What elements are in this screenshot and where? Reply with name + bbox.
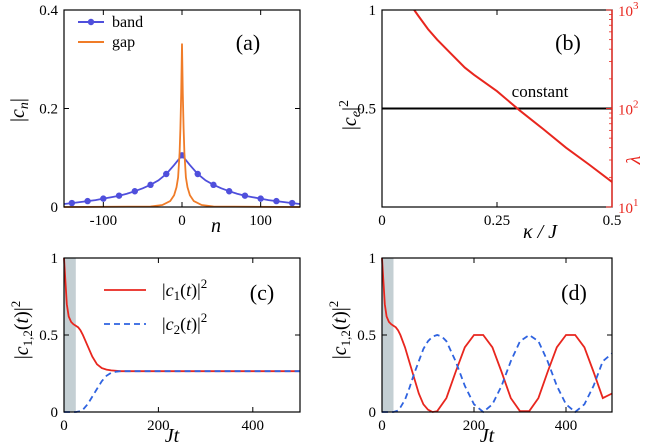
series-marker	[100, 195, 107, 202]
legend-label-gap: gap	[112, 34, 135, 51]
right-tick-label: 101	[618, 197, 639, 217]
y-tick-label: 0	[369, 405, 377, 421]
x-axis-label: n	[211, 215, 221, 237]
y-axis-label: |cn|	[7, 98, 32, 122]
right-tick-base: 10	[618, 4, 633, 20]
y-tick-label: 0.4	[39, 3, 58, 19]
series-marker	[68, 199, 76, 207]
x-tick-label: 200	[463, 418, 486, 434]
y-tick-label: 1	[369, 251, 377, 267]
y-tick-label: 0	[51, 405, 59, 421]
x-axis-label: Jt	[165, 425, 180, 446]
y-tick-label: 1	[51, 251, 59, 267]
lambda-line	[413, 9, 613, 183]
series-marker	[226, 188, 233, 195]
series-marker	[131, 188, 138, 195]
y-tick-label: 0.5	[357, 102, 376, 118]
series-marker	[288, 199, 296, 207]
series-marker	[273, 197, 280, 205]
y-tick-label: 0.5	[357, 328, 376, 344]
y-axis-label: |c1,2(t)|2	[326, 301, 353, 360]
x-axis-label: κ / J	[523, 221, 558, 243]
series-marker	[163, 170, 170, 178]
plot-frame	[63, 9, 301, 208]
x-tick-label: 0	[178, 213, 186, 229]
y-tick-label: 1	[369, 3, 377, 19]
panel-d: 0 200 400 0 0.5 1 (d) Jt |c1,2(t)|2	[326, 251, 613, 446]
y-tick-label: 0.5	[39, 328, 58, 344]
y-tick-label: 0.2	[39, 102, 58, 118]
series-line-0	[63, 153, 301, 205]
series-marker	[84, 197, 91, 205]
x-tick-label: 400	[242, 418, 265, 434]
legend-label-c1: |c1(t)|2	[162, 276, 207, 303]
panel-c: 0 200 400 0 0.5 1 (c) Jt |c1,2(t)|2 |c1(t)|2 |c2(t…	[8, 251, 301, 446]
panel-label: (c)	[250, 280, 274, 305]
series-marker	[257, 195, 264, 202]
legend-label-c2: |c2(t)|2	[162, 310, 207, 337]
legend-marker	[87, 18, 95, 26]
series-marker	[194, 170, 201, 178]
panel-label: (b)	[555, 30, 581, 55]
panel-label: (a)	[236, 30, 260, 55]
right-tick-exponent: 1	[633, 197, 639, 209]
panel-label: (d)	[561, 280, 587, 305]
panel-a: -100 0 100 0 0.2 0.4 n |cn| (a) band gap	[7, 3, 301, 237]
x-tick-label: -100	[90, 213, 118, 229]
series-line-1	[64, 370, 300, 413]
shaded-region	[382, 258, 394, 412]
y-tick-label: 0	[51, 200, 59, 216]
x-tick-label: 0	[378, 213, 386, 229]
right-tick-base: 10	[618, 201, 633, 217]
series-line-1	[382, 333, 613, 414]
right-tick-label: 103	[618, 0, 639, 20]
x-tick-label: 0.25	[484, 213, 510, 229]
x-tick-label: 0	[378, 418, 386, 434]
x-axis-label: Jt	[480, 425, 495, 446]
right-tick-exponent: 3	[633, 0, 639, 12]
x-tick-label: 200	[147, 418, 170, 434]
series-marker	[115, 192, 123, 199]
right-axis-label: λ	[623, 155, 645, 165]
series-marker	[147, 181, 154, 189]
x-tick-label: 0	[60, 418, 68, 434]
series-line-0	[381, 257, 613, 413]
series-line-1	[63, 43, 301, 208]
x-tick-label: 100	[249, 213, 272, 229]
legend-label-band: band	[112, 14, 143, 31]
shaded-region	[64, 258, 76, 412]
constant-annotation: constant	[512, 82, 569, 101]
right-tick-exponent: 2	[633, 99, 639, 111]
right-tick-label: 102	[618, 99, 639, 119]
series-marker	[210, 181, 217, 189]
right-tick-base: 10	[618, 103, 633, 119]
x-tick-label: 400	[555, 418, 578, 434]
series-marker	[241, 192, 249, 199]
y-axis-label: |c1,2(t)|2	[8, 301, 35, 360]
x-tick-label: 0.5	[603, 213, 622, 229]
